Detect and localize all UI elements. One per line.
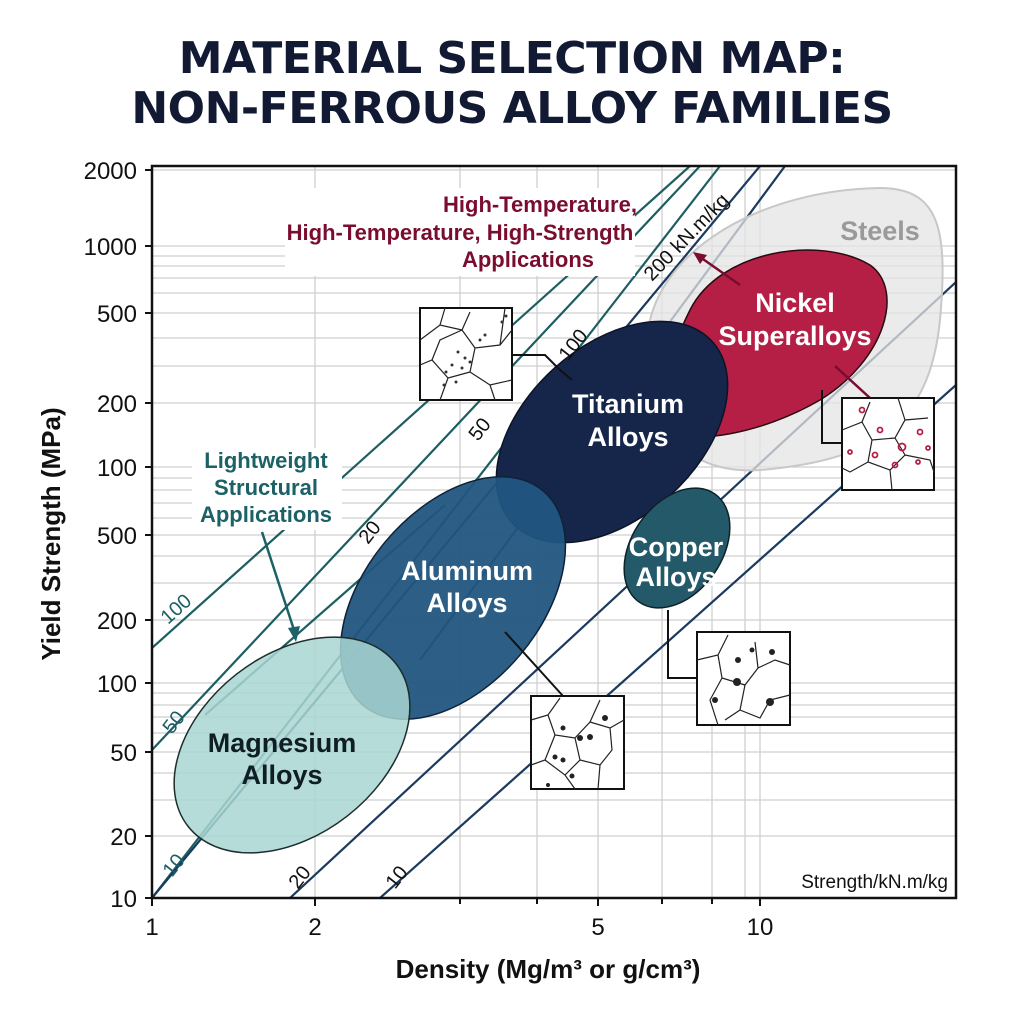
steels-label: Steels	[840, 216, 920, 246]
y-tick-label: 1000	[84, 234, 137, 261]
x-tick-label: 10	[747, 914, 774, 941]
copper-label-1: Copper	[629, 532, 724, 562]
lightweight-annotation-line-1: Lightweight	[204, 448, 328, 473]
chart-title-line-2: NON-FERROUS ALLOY FAMILIES	[131, 83, 893, 134]
high-temp-annotation-line-1: High-Temperature,	[443, 192, 637, 217]
y-tick-label: 20	[110, 824, 137, 851]
high-temp-arrow	[699, 255, 741, 287]
aluminum-label-1: Aluminum	[401, 556, 533, 586]
y-tick-label: 100	[97, 455, 137, 482]
high-temp-annotation-line-3: Applications	[462, 247, 594, 272]
guide-line-caption: Strength/kN.m/kg	[801, 872, 948, 893]
lightweight-annotation-line-3: Applications	[200, 502, 332, 527]
x-axis-title: Density (Mg/m³ or g/cm³)	[396, 954, 701, 984]
high-temp-annotation-line-2: High-Temperature, High-Strength	[287, 220, 634, 245]
magnesium-label-1: Magnesium	[208, 728, 357, 758]
chart-title-line-1: MATERIAL SELECTION MAP:	[178, 33, 846, 84]
lightweight-arrow	[260, 531, 296, 631]
x-tick-label: 5	[591, 914, 604, 941]
x-axis	[151, 898, 761, 906]
x-tick-label: 1	[145, 914, 158, 941]
copper-alloys-region[interactable]	[602, 468, 751, 628]
x-tick-labels: 1 2 5 10	[145, 914, 773, 941]
lightweight-annotation-line-2: Structural	[214, 475, 318, 500]
y-tick-label: 50	[110, 740, 137, 767]
magnesium-label-2: Alloys	[241, 760, 322, 790]
y-tick-label: 200	[97, 391, 137, 418]
y-axis-title: Yield Strength (MPa)	[36, 407, 66, 660]
y-tick-label: 200	[97, 608, 137, 635]
titanium-microstructure-inset[interactable]	[419, 307, 573, 401]
chart-title: MATERIAL SELECTION MAP: NON-FERROUS ALLO…	[0, 34, 1024, 134]
y-tick-labels: 2000 1000 500 200 100 500 200 100 50 20 …	[84, 158, 137, 913]
copper-microstructure-inset[interactable]	[667, 610, 791, 726]
nickel-label-1: Nickel	[755, 288, 835, 318]
magnesium-alloys-region[interactable]	[133, 593, 452, 897]
nickel-microstructure-inset[interactable]	[821, 365, 935, 491]
titanium-label-1: Titanium	[572, 389, 684, 419]
y-tick-label: 2000	[84, 158, 137, 185]
aluminum-label-2: Alloys	[426, 588, 507, 618]
y-tick-label: 500	[97, 523, 137, 550]
high-temp-arrow-head-icon	[693, 252, 707, 264]
lightweight-annotation-bg	[192, 448, 342, 530]
nickel-label-2: Superalloys	[718, 321, 871, 351]
lightweight-arrow-head-icon	[288, 626, 300, 642]
y-tick-label: 10	[110, 886, 137, 913]
plot-frame	[150, 164, 958, 900]
aluminum-microstructure-inset[interactable]	[504, 631, 625, 790]
y-tick-label: 100	[97, 671, 137, 698]
y-axis	[145, 169, 152, 899]
y-tick-label: 500	[97, 301, 137, 328]
x-tick-label: 2	[308, 914, 321, 941]
titanium-label-2: Alloys	[587, 422, 668, 452]
copper-label-2: Alloys	[635, 562, 716, 592]
high-temp-annotation-bg	[285, 188, 635, 276]
